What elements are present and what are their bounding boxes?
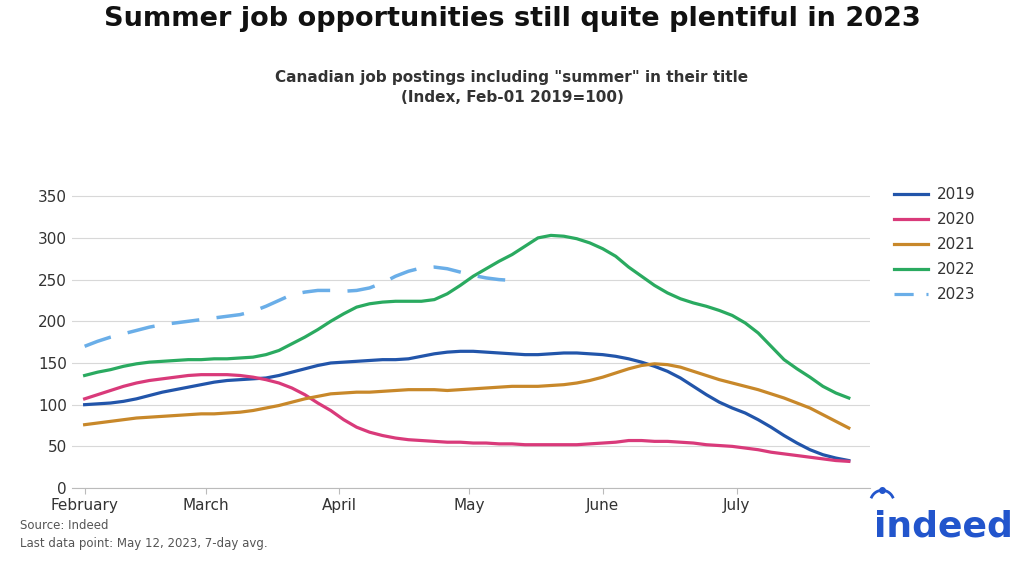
Legend: 2019, 2020, 2021, 2022, 2023: 2019, 2020, 2021, 2022, 2023 (894, 187, 976, 302)
Text: indeed: indeed (874, 509, 1013, 543)
Text: Source: Indeed
Last data point: May 12, 2023, 7-day avg.: Source: Indeed Last data point: May 12, … (20, 519, 268, 550)
Text: Canadian job postings including "summer" in their title
(Index, Feb-01 2019=100): Canadian job postings including "summer"… (275, 70, 749, 105)
Text: Summer job opportunities still quite plentiful in 2023: Summer job opportunities still quite ple… (103, 6, 921, 31)
